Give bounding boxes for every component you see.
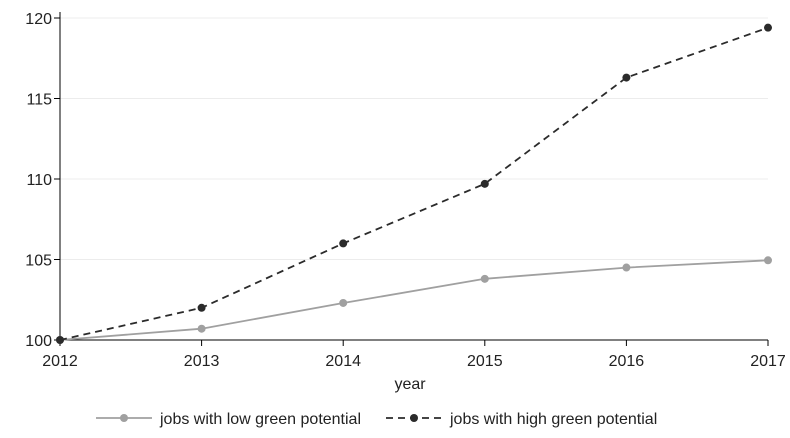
legend-label: jobs with high green potential	[449, 411, 657, 428]
series-line-high-green	[59, 26, 769, 341]
data-point	[764, 256, 772, 265]
x-tick-label: 2016	[609, 353, 645, 370]
x-axis-label: year	[394, 376, 426, 393]
x-tick-label: 2015	[467, 353, 503, 370]
legend-item: jobs with low green potential	[96, 411, 361, 428]
y-tick-label: 105	[25, 253, 52, 270]
x-tick-label: 2013	[184, 353, 220, 370]
legend-label: jobs with low green potential	[159, 411, 361, 428]
series-layer	[56, 23, 772, 344]
grid-lines	[60, 17, 768, 260]
legend-item: jobs with high green potential	[386, 411, 657, 428]
x-tick-label: 2017	[750, 353, 786, 370]
y-tick-label: 115	[26, 92, 52, 109]
x-tick-label: 2014	[325, 353, 361, 370]
data-point	[622, 73, 631, 82]
legend: jobs with low green potential jobs with h…	[96, 411, 657, 428]
data-point	[622, 263, 631, 272]
series-line-low-green	[59, 259, 769, 341]
data-point	[197, 303, 206, 312]
data-point	[480, 274, 489, 283]
data-point	[197, 324, 206, 333]
data-point	[339, 239, 348, 248]
data-point	[764, 23, 772, 32]
legend-marker	[120, 414, 128, 422]
axes: 100 105 110 115 120 2012 2013 2014 2015 2016 2017	[25, 11, 786, 370]
data-point	[339, 298, 348, 307]
y-tick-label: 110	[26, 172, 52, 189]
y-tick-label: 100	[25, 333, 52, 350]
x-tick-label: 2012	[42, 353, 78, 370]
y-tick-label: 120	[25, 11, 52, 28]
data-point	[480, 179, 489, 188]
legend-marker	[410, 414, 418, 422]
data-point	[56, 336, 64, 344]
